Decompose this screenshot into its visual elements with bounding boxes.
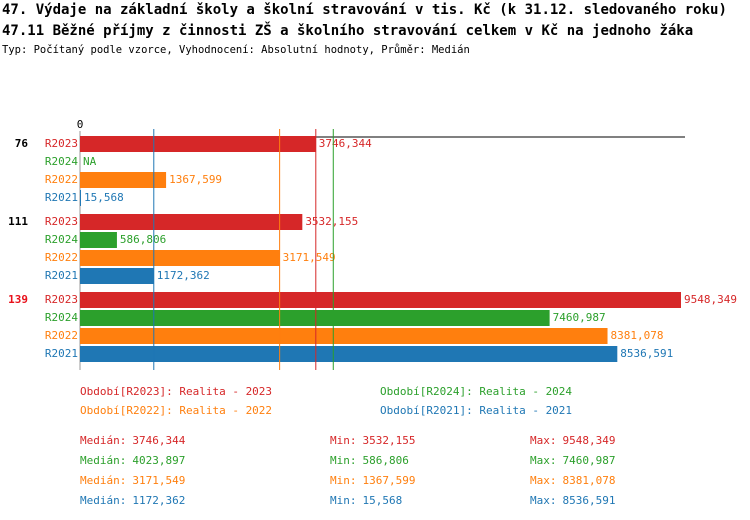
stat-text: Medián: 4023,897 [80, 454, 185, 467]
bar [80, 136, 316, 152]
bar [80, 268, 154, 284]
bar [80, 292, 681, 308]
bar [80, 214, 303, 230]
stat-label: Min: [330, 474, 357, 487]
value-label: 15,568 [84, 191, 124, 204]
stat-label: Max: [530, 474, 557, 487]
stat-value: 8536,591 [563, 494, 616, 507]
value-label: 3532,155 [305, 215, 358, 228]
stat-text: Min: 586,806 [330, 454, 409, 467]
stat-value: 1172,362 [132, 494, 185, 507]
group-label: 76 [15, 137, 29, 150]
group-label: 139 [8, 293, 28, 306]
bar [80, 232, 117, 248]
chart-note: Typ: Počítaný podle vzorce, Vyhodnocení:… [2, 44, 470, 56]
stat-text: Max: 8536,591 [530, 494, 615, 507]
stat-text: Medián: 1172,362 [80, 494, 185, 507]
stat-value: 3171,549 [132, 474, 185, 487]
legend-entry: Období[R2022]: Realita - 2022 [80, 404, 272, 417]
stat-label: Max: [530, 494, 557, 507]
row-label: R2023 [45, 293, 78, 306]
chart-subtitle: 47.11 Běžné příjmy z činnosti ZŠ a školn… [2, 23, 694, 39]
legend-entry: Období[R2024]: Realita - 2024 [380, 385, 572, 398]
value-label: 586,806 [120, 233, 166, 246]
stat-label: Min: [330, 454, 357, 467]
row-label: R2021 [45, 347, 78, 360]
stat-label: Medián: [80, 454, 126, 467]
legend-entry: Období[R2023]: Realita - 2023 [80, 385, 272, 398]
row-label: R2024 [45, 311, 78, 324]
stat-label: Max: [530, 434, 557, 447]
row-label: R2024 [45, 233, 78, 246]
bar [80, 172, 167, 188]
row-label: R2024 [45, 155, 78, 168]
stat-value: 3532,155 [363, 434, 416, 447]
stat-text: Min: 1367,599 [330, 474, 415, 487]
stat-text: Min: 15,568 [330, 494, 402, 507]
bar [80, 310, 550, 326]
stat-text: Max: 8381,078 [530, 474, 615, 487]
bar [80, 190, 81, 206]
row-label: R2022 [45, 173, 78, 186]
value-label: 8536,591 [620, 347, 673, 360]
stat-value: 7460,987 [563, 454, 616, 467]
chart-title: 47. Výdaje na základní školy a školní st… [2, 2, 727, 18]
stat-label: Medián: [80, 494, 126, 507]
stat-text: Medián: 3746,344 [80, 434, 186, 447]
value-label: 3746,344 [319, 137, 372, 150]
row-label: R2023 [45, 215, 78, 228]
stat-value: 4023,897 [132, 454, 185, 467]
stat-value: 15,568 [363, 494, 403, 507]
stat-value: 9548,349 [563, 434, 616, 447]
value-label: 8381,078 [611, 329, 664, 342]
stat-label: Max: [530, 454, 557, 467]
bar [80, 250, 280, 266]
stat-label: Medián: [80, 434, 126, 447]
stat-text: Max: 9548,349 [530, 434, 615, 447]
stat-text: Medián: 3171,549 [80, 474, 185, 487]
row-label: R2023 [45, 137, 78, 150]
row-label: R2022 [45, 329, 78, 342]
stat-label: Medián: [80, 474, 126, 487]
value-label: 7460,987 [553, 311, 606, 324]
bar [80, 328, 608, 344]
value-label: 9548,349 [684, 293, 737, 306]
x-tick-label: 0 [77, 118, 84, 131]
stat-value: 3746,344 [132, 434, 185, 447]
stat-label: Min: [330, 494, 357, 507]
row-label: R2021 [45, 191, 78, 204]
legend-entry: Období[R2021]: Realita - 2021 [380, 404, 572, 417]
stat-label: Min: [330, 434, 357, 447]
stat-text: Max: 7460,987 [530, 454, 615, 467]
row-label: R2022 [45, 251, 78, 264]
value-label: 1367,599 [169, 173, 222, 186]
value-label: NA [83, 155, 97, 168]
value-label: 1172,362 [157, 269, 210, 282]
stat-value: 586,806 [363, 454, 409, 467]
stat-text: Min: 3532,155 [330, 434, 415, 447]
group-label: 111 [8, 215, 28, 228]
value-label: 3171,549 [283, 251, 336, 264]
stat-value: 8381,078 [563, 474, 616, 487]
row-label: R2021 [45, 269, 78, 282]
stat-value: 1367,599 [363, 474, 416, 487]
bar [80, 346, 618, 362]
